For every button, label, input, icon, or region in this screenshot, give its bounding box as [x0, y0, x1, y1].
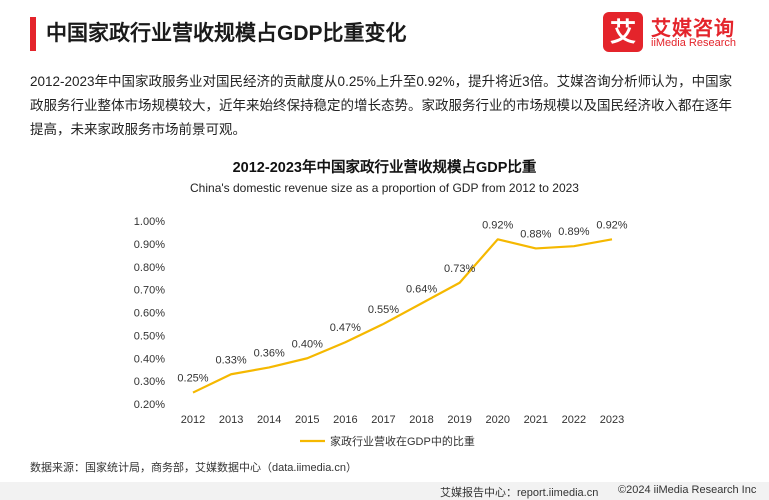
y-tick-label: 0.60% [134, 308, 165, 320]
data-label: 0.88% [520, 228, 551, 240]
y-tick-label: 0.30% [134, 376, 165, 388]
brand-logo: 艾 艾媒咨询 iiMedia Research [603, 12, 753, 58]
data-label: 0.36% [254, 347, 285, 359]
x-tick-label: 2021 [524, 414, 548, 426]
chart-subtitle: China's domestic revenue size as a propo… [190, 181, 579, 195]
data-label: 0.92% [596, 219, 627, 231]
chart-title: 2012-2023年中国家政行业营收规模占GDP比重 [232, 160, 537, 176]
x-tick-label: 2017 [371, 414, 395, 426]
intro-paragraph: 2012-2023年中国家政服务业对国民经济的贡献度从0.25%上升至0.92%… [30, 74, 733, 137]
y-tick-label: 0.40% [134, 353, 165, 365]
y-tick-label: 0.90% [134, 239, 165, 251]
brand-logo-icon: 艾 [603, 12, 643, 52]
data-label: 0.64% [406, 283, 437, 295]
y-tick-label: 0.50% [134, 330, 165, 342]
data-label: 0.25% [177, 373, 208, 385]
page-title: 中国家政行业营收规模占GDP比重变化 [46, 22, 407, 45]
data-label: 0.40% [292, 338, 323, 350]
brand-name: 艾媒咨询 [651, 18, 735, 40]
data-label: 0.92% [482, 219, 513, 231]
data-label: 0.33% [215, 354, 246, 366]
x-tick-label: 2018 [409, 414, 433, 426]
x-tick-label: 2013 [219, 414, 243, 426]
x-tick-label: 2014 [257, 414, 281, 426]
y-tick-label: 1.00% [134, 216, 165, 228]
data-label: 0.47% [330, 322, 361, 334]
y-tick-label: 0.20% [134, 399, 165, 411]
x-tick-label: 2012 [181, 414, 205, 426]
data-label: 0.89% [558, 226, 589, 238]
report-center-link[interactable]: 艾媒报告中心：report.iimedia.cn [440, 487, 599, 499]
legend-label: 家政行业营收在GDP中的比重 [330, 434, 475, 448]
data-label: 0.55% [368, 304, 399, 316]
series-line [192, 238, 613, 394]
x-tick-label: 2022 [562, 414, 586, 426]
x-tick-label: 2023 [600, 414, 624, 426]
x-tick-label: 2015 [295, 414, 319, 426]
data-source: 数据来源：国家统计局，商务部，艾媒数据中心（data.iimedia.cn） [30, 462, 357, 474]
y-tick-label: 0.80% [134, 262, 165, 274]
x-tick-label: 2016 [333, 414, 357, 426]
y-tick-label: 0.70% [134, 285, 165, 297]
x-tick-label: 2020 [485, 414, 509, 426]
brand-name-en: iiMedia Research [651, 37, 736, 49]
x-tick-label: 2019 [447, 414, 471, 426]
copyright: ©2024 iiMedia Research Inc [618, 484, 757, 496]
title-accent-bar [30, 17, 36, 51]
footer-bar [0, 482, 769, 500]
data-label: 0.73% [444, 263, 475, 275]
